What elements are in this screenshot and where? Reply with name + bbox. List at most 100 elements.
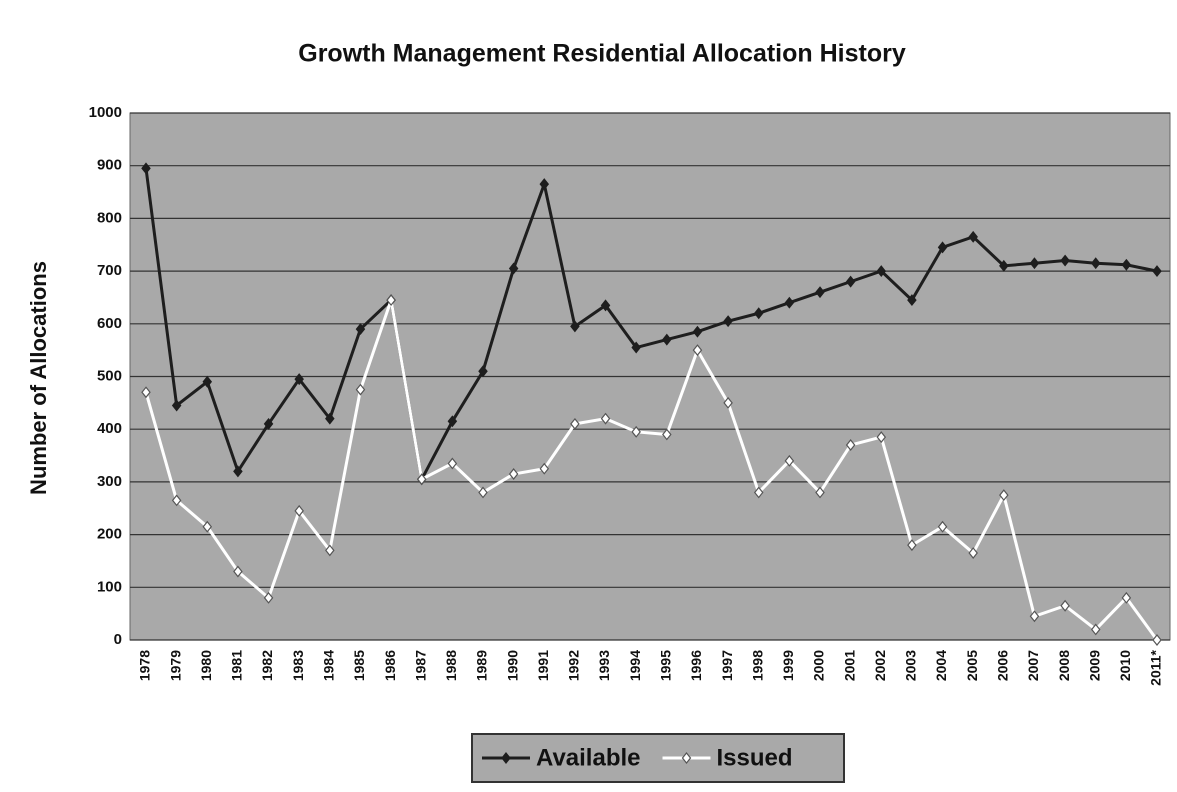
point [263,417,274,430]
x-tick-label: 1990 [504,650,520,681]
x-tick-label: 1985 [351,650,367,681]
x-tick-label: 1992 [566,650,582,681]
point [815,286,825,299]
point [447,457,458,470]
point [784,296,795,309]
point [325,412,335,425]
point [501,752,511,764]
point [141,386,151,399]
point [631,341,641,354]
point [1090,257,1101,270]
point [723,396,733,409]
y-tick-label: 100 [97,578,122,595]
x-tick-label: 1997 [719,650,735,681]
y-tick-label: 900 [97,157,122,174]
legend: Available Issued [471,733,845,783]
point [570,417,580,430]
point [263,591,274,604]
point [1090,623,1101,636]
point [907,539,917,552]
point [662,428,672,441]
point [1121,591,1132,604]
x-tick-label: 1980 [198,650,214,681]
point [968,230,978,243]
x-tick-label: 1979 [167,650,183,681]
point [692,344,703,357]
x-tick-label: 1996 [688,650,704,681]
x-tick-label: 1981 [229,650,245,681]
point [508,262,519,275]
x-tick-label: 1995 [658,650,674,681]
point [723,315,733,328]
point [539,178,550,191]
point [478,486,488,499]
x-tick-label: 1988 [443,650,459,681]
series-line [144,299,1159,641]
y-axis-label: Number of Allocations [26,261,51,495]
x-tick-label: 1987 [412,650,428,681]
point [1152,265,1162,278]
point [937,241,948,254]
point [999,489,1009,502]
x-tick-label: 1999 [780,650,796,681]
point [1121,258,1132,271]
point [202,375,213,388]
point [539,462,550,475]
x-tick-label: 1989 [474,650,490,681]
x-tick-label: 2010 [1117,650,1133,681]
x-tick-label: 2001 [841,650,857,681]
point [784,454,795,467]
x-tick-label: 2000 [811,650,827,681]
point [907,294,917,307]
point [233,565,243,578]
x-tick-label: 2002 [872,650,888,681]
x-tick-label: 2004 [933,650,949,681]
point [294,373,304,386]
x-tick-label: 2006 [995,650,1011,681]
point [416,473,427,486]
point [508,468,519,480]
y-tick-label: 600 [97,315,122,332]
x-tick-label: 1991 [535,650,551,681]
point [681,752,692,764]
point [141,162,151,175]
x-tick-label: 1998 [749,650,765,681]
x-tick-label: 2005 [964,650,980,681]
x-tick-label: 1984 [321,650,337,681]
x-tick-label: 2007 [1025,650,1041,681]
point [171,494,182,507]
x-tick-label: 1978 [137,650,153,681]
point [600,412,611,425]
point [876,431,887,444]
x-tick-label: 1983 [290,650,306,681]
series-line [144,168,1158,484]
point [662,333,672,346]
point [447,415,458,428]
legend-box [471,733,845,783]
x-tick-label: 1986 [382,650,398,681]
point [692,325,703,338]
x-tick-label: 1993 [596,650,612,681]
legend-label: Issued [717,744,793,771]
point [999,259,1009,272]
x-tick-label: 1982 [259,650,275,681]
point [845,275,856,288]
y-tick-label: 0 [114,631,122,648]
point [202,520,213,533]
point [1060,254,1070,267]
y-tick-label: 300 [97,473,122,490]
legend-label: Available [536,744,641,771]
point [815,486,825,499]
point [386,294,396,307]
point [355,383,366,396]
point [355,323,366,336]
x-tick-label: 2008 [1056,650,1072,681]
x-tick-label: 2009 [1086,650,1102,681]
point [1029,257,1040,270]
y-tick-label: 700 [97,262,122,279]
point [937,520,948,533]
point [478,365,488,378]
y-tick-label: 1000 [89,104,122,121]
point [1029,610,1040,623]
